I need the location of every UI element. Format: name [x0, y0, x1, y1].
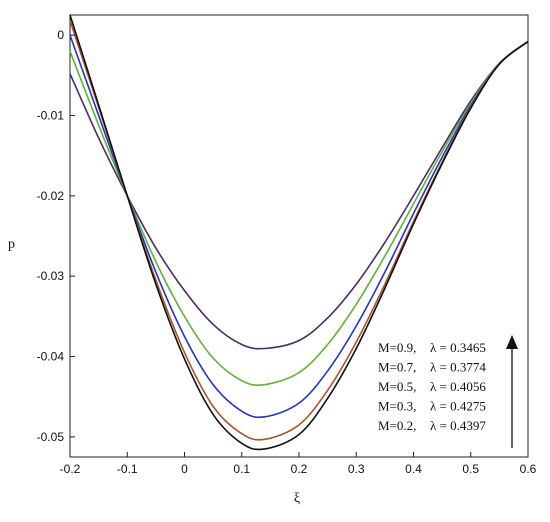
x-tick-label: -0.1: [117, 462, 138, 476]
x-tick-label: 0.5: [462, 462, 479, 476]
series-line-1: [69, 40, 529, 387]
y-tick-label: -0.02: [37, 189, 65, 203]
y-tick-label: -0.04: [37, 350, 65, 364]
legend-entry-m: M=0.7,: [378, 360, 416, 375]
legend-entry-lambda: λ = 0.4397: [430, 418, 486, 433]
legend-entry-m: M=0.9,: [378, 340, 416, 355]
x-axis-label: ξ: [294, 491, 300, 506]
series-layer: [69, 14, 529, 451]
x-tick-label: 0.3: [348, 462, 365, 476]
x-axis-ticks: -0.2 -0.1 0 0.1 0.2 0.3 0.4 0.5 0.6: [60, 452, 537, 476]
legend-entry-lambda: λ = 0.4056: [430, 379, 486, 394]
x-tick-label: 0.4: [405, 462, 422, 476]
legend-entry-lambda: λ = 0.3465: [430, 340, 486, 355]
series-line-0: [69, 40, 529, 350]
legend: M=0.9, λ = 0.3465 M=0.7, λ = 0.3774 M=0.5, λ …: [378, 340, 486, 433]
legend-entry-m: M=0.2,: [378, 418, 416, 433]
legend-entry-m: M=0.3,: [378, 399, 416, 414]
y-tick-label: -0.05: [37, 430, 65, 444]
legend-entry-lambda: λ = 0.3774: [430, 360, 486, 375]
y-tick-label: -0.01: [37, 108, 65, 122]
y-tick-label: -0.03: [37, 269, 65, 283]
x-tick-label: -0.2: [60, 462, 81, 476]
increase-arrow: [506, 335, 518, 448]
y-axis-ticks: 0 -0.01 -0.02 -0.03 -0.04 -0.05: [37, 28, 75, 444]
x-tick-label: 0.6: [520, 462, 537, 476]
y-axis-label: p: [8, 237, 15, 252]
y-tick-label: 0: [57, 28, 64, 42]
legend-entry-lambda: λ = 0.4275: [430, 399, 486, 414]
series-line-4: [69, 14, 529, 451]
legend-entry-m: M=0.5,: [378, 379, 416, 394]
x-tick-label: 0: [181, 462, 188, 476]
x-tick-label: 0.1: [233, 462, 250, 476]
x-tick-label: 0.2: [291, 462, 308, 476]
arrow-up-icon: [506, 335, 518, 349]
